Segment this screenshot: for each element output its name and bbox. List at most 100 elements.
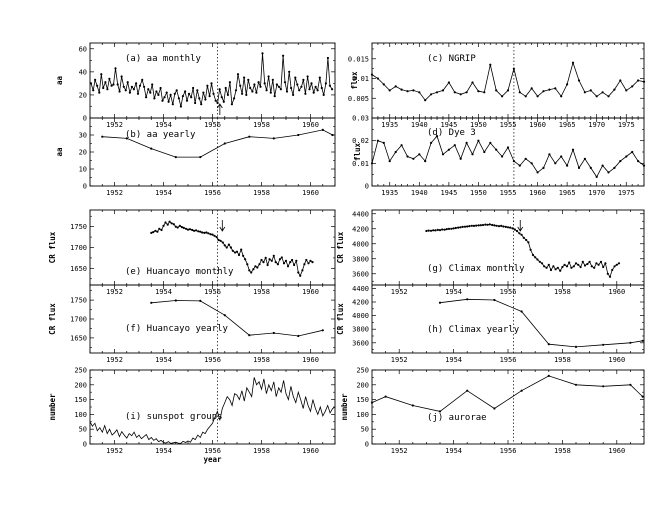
data-point xyxy=(138,84,142,87)
data-point xyxy=(554,162,557,165)
data-point xyxy=(128,91,131,94)
panel-e: 1952 1954 1956 1958 1960 1650 1700 1750 CR flux (… xyxy=(48,209,336,296)
x-tick-label: 1954 xyxy=(445,447,462,455)
data-point xyxy=(566,83,569,86)
data-point xyxy=(150,147,153,150)
plot-frame xyxy=(89,369,336,445)
data-point xyxy=(531,253,535,257)
data-point xyxy=(165,91,168,94)
data-point xyxy=(394,150,397,154)
data-point xyxy=(244,258,247,261)
data-point xyxy=(196,89,199,92)
data-point xyxy=(441,228,444,231)
y-tick-label: 4400 xyxy=(352,285,369,293)
data-point xyxy=(602,265,605,269)
data-point xyxy=(518,164,521,167)
data-point xyxy=(296,83,299,86)
data-point xyxy=(530,162,533,165)
y-axis-label: flux xyxy=(353,142,362,161)
data-point xyxy=(445,228,448,231)
data-point xyxy=(376,139,379,142)
y-tick-label: 100 xyxy=(356,411,369,419)
data-point xyxy=(299,274,302,277)
data-point xyxy=(538,260,541,263)
data-point xyxy=(168,220,171,223)
data-point xyxy=(166,223,169,226)
series-line xyxy=(372,135,644,178)
data-point xyxy=(305,258,308,262)
x-tick-label: 1956 xyxy=(204,447,221,455)
data-point xyxy=(489,63,492,66)
data-point xyxy=(158,227,161,230)
data-point xyxy=(203,231,206,234)
data-point xyxy=(282,262,286,265)
data-point xyxy=(222,100,225,103)
data-point xyxy=(559,269,562,272)
data-point xyxy=(512,67,516,70)
data-point xyxy=(370,401,374,404)
data-point xyxy=(130,85,133,88)
data-point xyxy=(527,241,530,244)
panel-b: 1952 1954 1956 1958 1960 0 10 20 30 aa (b) aa year… xyxy=(55,117,336,197)
data-point xyxy=(536,171,539,174)
data-point xyxy=(625,155,628,158)
data-point xyxy=(506,89,510,92)
data-point xyxy=(312,91,315,94)
data-point xyxy=(218,88,221,91)
data-point xyxy=(613,166,616,169)
x-tick-label: 1950 xyxy=(470,121,487,129)
data-point xyxy=(637,79,640,82)
data-point xyxy=(199,156,202,159)
data-point xyxy=(583,91,587,94)
data-point xyxy=(256,266,259,269)
data-point xyxy=(252,268,255,271)
data-point xyxy=(400,144,403,147)
data-point xyxy=(459,93,462,96)
data-point xyxy=(118,90,121,93)
x-tick-label: 1954 xyxy=(155,189,172,197)
x-tick-label: 1960 xyxy=(302,189,319,197)
data-point xyxy=(234,89,238,92)
data-point xyxy=(98,91,101,94)
x-tick-label: 1956 xyxy=(500,447,517,455)
data-point xyxy=(192,86,195,90)
series-line xyxy=(372,375,643,412)
data-point xyxy=(590,265,593,268)
series-line xyxy=(151,300,323,337)
data-point xyxy=(641,339,644,342)
data-point xyxy=(295,259,298,262)
data-point xyxy=(545,266,548,269)
x-tick-label: 1956 xyxy=(500,356,517,364)
data-point xyxy=(619,79,622,82)
data-point xyxy=(272,254,275,257)
data-point xyxy=(601,164,604,167)
series-line xyxy=(439,298,643,348)
data-point xyxy=(520,233,523,236)
data-point xyxy=(520,389,523,392)
data-point xyxy=(156,230,159,233)
data-point xyxy=(249,86,252,90)
data-point xyxy=(174,225,177,228)
data-point xyxy=(284,259,288,262)
data-point xyxy=(112,83,115,86)
data-point xyxy=(412,157,415,160)
plot-frame xyxy=(371,42,645,119)
data-point xyxy=(217,238,220,242)
panel-i: 1952 1954 1956 1958 1960 0 50 100 150 200 250 numbe… xyxy=(48,367,336,464)
x-tick-label: 1955 xyxy=(500,189,517,197)
data-point xyxy=(248,334,251,337)
x-tick-label: 1960 xyxy=(302,288,319,296)
x-tick-label: 1952 xyxy=(391,288,408,296)
y-tick-label: 60 xyxy=(79,45,87,53)
y-tick-label: 250 xyxy=(356,367,369,375)
data-point xyxy=(542,90,545,93)
data-point xyxy=(518,232,521,235)
x-tick-label: 1956 xyxy=(204,121,221,129)
x-tick-label: 1960 xyxy=(302,447,319,455)
data-point xyxy=(619,160,622,163)
panel-title: (j) aurorae xyxy=(427,413,487,423)
x-tick-label: 1958 xyxy=(554,356,571,364)
data-point xyxy=(303,263,306,266)
data-point xyxy=(274,261,277,264)
data-point xyxy=(185,99,189,102)
